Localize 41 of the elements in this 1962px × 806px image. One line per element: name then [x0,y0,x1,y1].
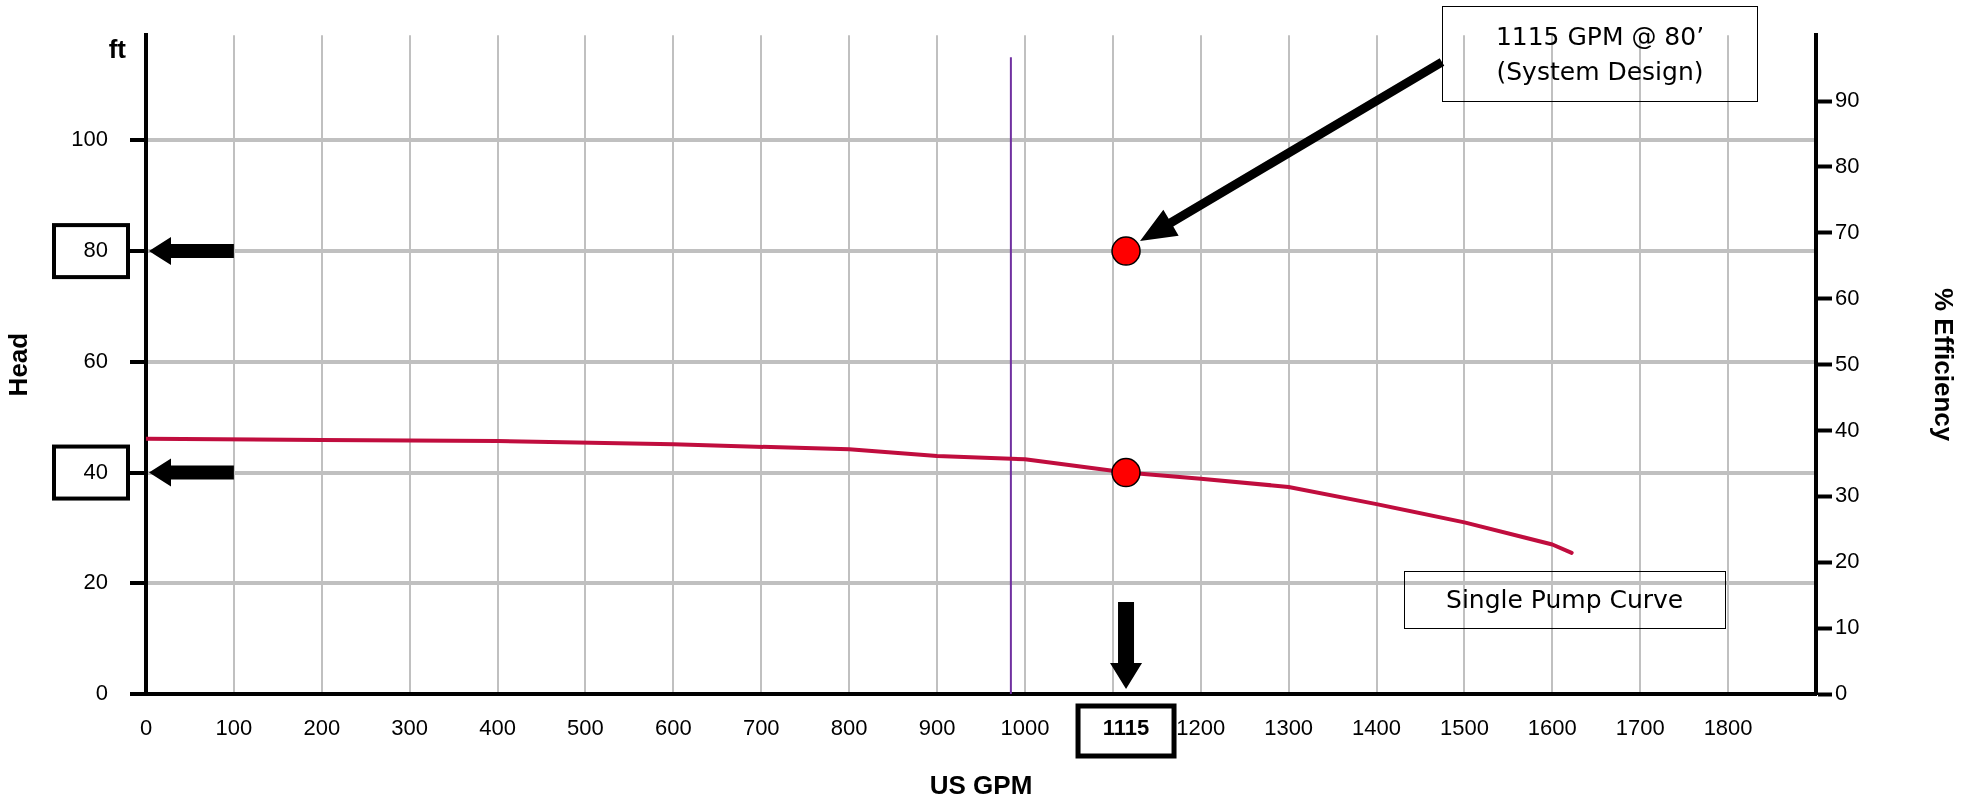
x-tick-label: 200 [303,715,341,741]
y2-tick-label: 0 [1835,680,1848,706]
y2-tick-label: 10 [1835,614,1860,640]
y-tick-label: 100 [71,126,108,152]
x-tick-label: 1200 [1176,715,1226,741]
y-tick-label: 40 [83,458,108,484]
x-tick-label: 0 [139,715,153,741]
y2-tick-label: 70 [1835,218,1860,244]
y2-tick-label: 80 [1835,153,1860,179]
y-tick-label: 0 [95,680,108,706]
x-tick-label: 1115 [1102,715,1150,741]
y-tick-label: 60 [83,347,108,373]
y-axis-title: Head [2,332,33,397]
x-tick-label: 700 [742,715,780,741]
y2-tick-label: 30 [1835,482,1860,508]
y2-axis-title: % Efficiency [1929,288,1960,442]
x-tick-label: 1400 [1352,715,1401,741]
x-tick-label: 900 [918,715,956,741]
x-tick-label: 1500 [1439,715,1489,741]
y-tick-label: 20 [83,569,108,595]
x-tick-label: 1000 [1000,715,1050,741]
x-tick-label: 1600 [1527,715,1577,741]
y2-tick-label: 40 [1835,416,1860,442]
y2-tick-label: 90 [1835,87,1860,113]
text: ft [107,33,126,66]
y2-tick-label: 60 [1835,284,1860,310]
series-label: Single Pump Curve [1403,570,1726,629]
x-tick-label: 400 [479,715,516,741]
y2-tick-label: 20 [1835,548,1860,574]
y-tick-label: 80 [83,237,108,263]
x-tick-label: 300 [391,715,429,741]
x-tick-label: 600 [655,715,692,741]
annotation: 1115 GPM @ 80’ (System Design) [1442,6,1758,102]
x-tick-label: 1300 [1264,715,1314,741]
x-tick-label: 800 [830,715,868,741]
x-tick-label: 500 [567,715,604,741]
x-tick-label: 1800 [1703,715,1753,741]
y2-tick-label: 50 [1835,350,1860,376]
x-tick-label: 100 [215,715,253,741]
x-tick-label: 1700 [1615,715,1665,741]
x-axis-title: US GPM [929,769,1033,800]
